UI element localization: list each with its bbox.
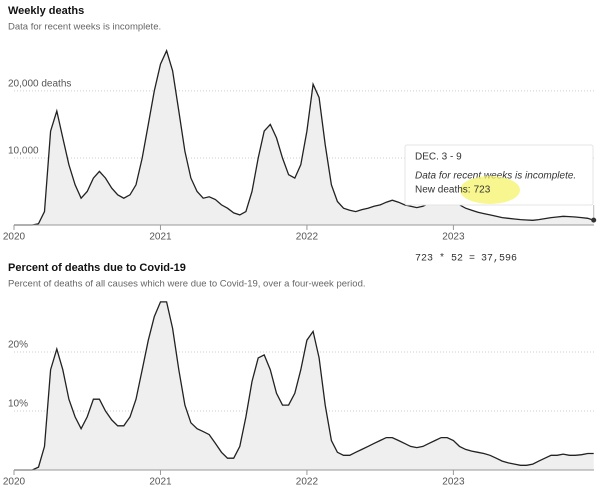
x-tick-label: 2023 [442, 232, 465, 243]
highlight [460, 176, 520, 204]
x-tick-label: 2022 [296, 477, 319, 488]
y-tick-label: 10% [8, 399, 28, 410]
chart-title: Weekly deaths [8, 5, 84, 17]
x-tick-label: 2021 [149, 477, 172, 488]
x-tick-label: 2020 [3, 232, 26, 243]
tooltip-date: DEC. 3 - 9 [415, 152, 462, 163]
y-tick-label: 20% [8, 340, 28, 351]
tooltip-note: Data for recent weeks is incomplete. [415, 171, 576, 182]
tooltip-value: 723 [474, 185, 491, 196]
line [14, 48, 594, 226]
area [14, 50, 594, 226]
area [14, 301, 594, 470]
chart-title: Percent of deaths due to Covid-19 [8, 262, 186, 274]
annotation: 723 * 52 = 37,596 [415, 253, 517, 265]
y-tick-label: 10,000 [8, 146, 39, 157]
chart-subtitle: Percent of deaths of all causes which we… [8, 279, 366, 290]
line [14, 301, 594, 471]
x-tick-label: 2021 [149, 232, 172, 243]
charts: Weekly deaths Data for recent weeks is in… [3, 5, 597, 488]
last-point [591, 217, 597, 223]
tooltip-box [404, 144, 594, 206]
x-tick-label: 2023 [442, 477, 465, 488]
tooltip-label: New deaths: [415, 185, 471, 196]
x-tick-label: 2022 [296, 232, 319, 243]
x-tick-label: 2020 [3, 477, 26, 488]
chart-subtitle: Data for recent weeks is incomplete. [8, 22, 161, 33]
y-tick-label: 20,000 deaths [8, 79, 71, 90]
